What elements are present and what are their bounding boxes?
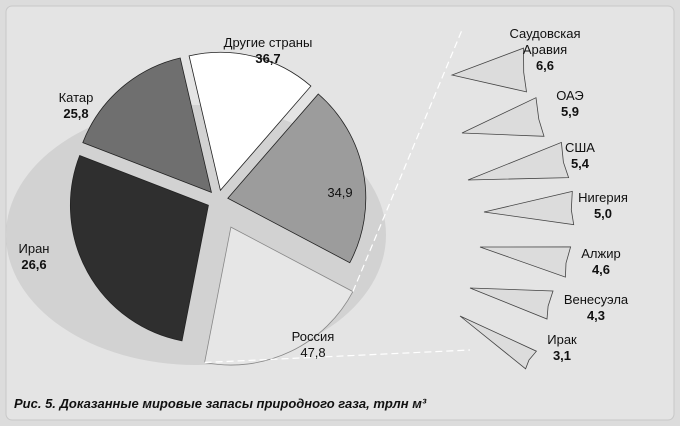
- pie-slice-iran: [82, 57, 212, 194]
- breakout-wedge-algeria: [479, 246, 572, 278]
- label-venezuela: Венесуэла: [564, 292, 629, 307]
- breakout-wedge-venezuela: [469, 287, 554, 320]
- value-venezuela: 4,3: [587, 308, 605, 323]
- value-iran: 26,6: [21, 257, 46, 272]
- value-uae: 5,9: [561, 104, 579, 119]
- value-usa: 5,4: [571, 156, 590, 171]
- pie-slice-russia: [70, 154, 209, 342]
- pie-slice-qatar: [188, 51, 312, 192]
- connector-line-top: [352, 29, 463, 292]
- value-breakout-group: 34,9: [327, 185, 352, 200]
- figure-caption: Рис. 5. Доказанные мировые запасы природ…: [14, 396, 427, 411]
- value-other-countries: 36,7: [255, 51, 280, 66]
- label-algeria: Алжир: [581, 246, 620, 261]
- value-qatar: 25,8: [63, 106, 88, 121]
- breakout-wedge-iraq: [459, 315, 538, 370]
- breakout-wedge-nigeria: [483, 190, 575, 226]
- breakout-wedge-uae: [461, 97, 545, 137]
- breakout-wedge-usa: [467, 141, 570, 181]
- label-iran: Иран: [19, 241, 50, 256]
- value-algeria: 4,6: [592, 262, 610, 277]
- label-saudi-arabia-line1: Саудовская: [509, 26, 580, 41]
- breakout-wedge-saudi-arabia: [450, 47, 527, 93]
- label-nigeria: Нигерия: [578, 190, 628, 205]
- label-iraq: Ирак: [547, 332, 577, 347]
- connector-line-bottom: [204, 349, 471, 364]
- value-russia: 47,8: [300, 345, 325, 360]
- label-other-countries: Другие страны: [224, 35, 313, 50]
- value-saudi-arabia: 6,6: [536, 58, 554, 73]
- label-russia: Россия: [292, 329, 335, 344]
- label-qatar: Катар: [59, 90, 94, 105]
- pie-slice-breakout-group: [204, 226, 354, 366]
- pie-slice-other-countries: [227, 93, 367, 264]
- value-iraq: 3,1: [553, 348, 571, 363]
- value-nigeria: 5,0: [594, 206, 612, 221]
- label-usa: США: [565, 140, 595, 155]
- label-saudi-arabia-line2: Аравия: [523, 42, 567, 57]
- label-uae: ОАЭ: [556, 88, 584, 103]
